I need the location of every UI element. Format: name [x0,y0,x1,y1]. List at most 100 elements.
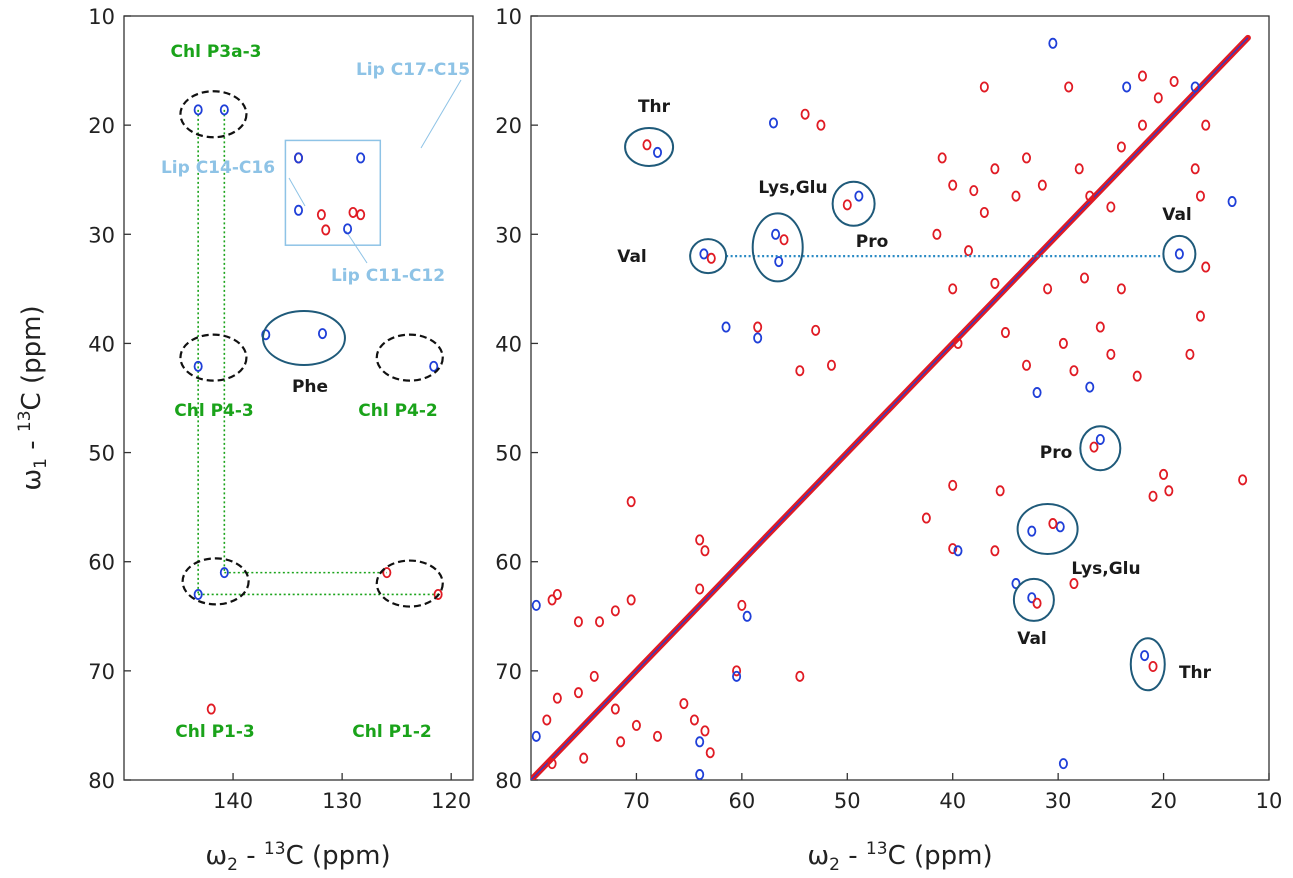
chl-label: Chl P1-2 [352,722,432,742]
right-peak [1137,70,1147,82]
right-peak [990,545,1000,557]
dashed-peak-circle [375,559,444,608]
left-y-tick-label: 40 [88,332,115,356]
right-peak [1190,81,1200,93]
right-peak [1095,321,1105,333]
right-peak [542,714,552,726]
right-peak [795,365,805,377]
right-peak [995,485,1005,497]
right-peak [579,752,589,764]
right-peak [937,152,947,164]
left-peak [219,567,229,579]
right-peak [979,206,989,218]
residue-label: Thr [638,97,671,117]
lip-c11-pointer [345,230,368,264]
left-y-tick-label: 70 [88,660,115,684]
right-peak [948,543,958,555]
right-peak [631,719,641,731]
right-peak [953,337,963,349]
right-peak [653,730,663,742]
right-peak [573,687,583,699]
left-plot-area [179,79,462,715]
left-y-tick-label: 80 [88,769,115,793]
right-peak [1043,283,1053,295]
right-peak [969,185,979,197]
right-x-tick-label: 10 [1256,789,1283,813]
left-peak [356,209,366,221]
right-peak [1058,758,1068,770]
right-peak [737,599,747,611]
right-y-tick-label: 40 [495,332,522,356]
annotation-circle [1079,425,1122,472]
left-peak [429,360,439,372]
left-peak [343,223,353,235]
left-peak [206,703,216,715]
lip-c11-c12-label: Lip C11-C12 [331,266,445,286]
right-y-tick-label: 70 [495,660,522,684]
right-peak [1148,660,1158,672]
right-peak [616,736,626,748]
left-peak [261,329,271,341]
right-peak [595,616,605,628]
dashed-peak-circle [375,333,444,382]
right-peak [695,534,705,546]
right-peak [1106,201,1116,213]
right-y-tick-label: 20 [495,114,522,138]
right-peak [1201,119,1211,131]
right-peak [1122,81,1132,93]
chl-label: Chl P1-3 [175,722,255,742]
annotation-circle [1129,637,1166,692]
right-peak [573,616,583,628]
right-peak [1085,190,1095,202]
right-peak [1027,592,1037,604]
lip-c14-c16-label: Lip C14-C16 [161,158,275,178]
right-peak [1048,37,1058,49]
right-peak [653,146,663,158]
left-x-tick-label: 130 [322,789,362,813]
right-peak [742,610,752,622]
right-peak [610,703,620,715]
annotation-circle [751,212,804,283]
right-peak [990,163,1000,175]
right-peak [699,248,709,260]
phe-label: Phe [292,377,328,397]
right-plot-area [531,34,1251,780]
right-x-axis-title: ω2 - 13C (ppm) [807,839,992,875]
right-peak [1011,578,1021,590]
left-y-tick-label: 30 [88,223,115,247]
left-peak [316,209,326,221]
right-peak [768,117,778,129]
annotation-circle [624,126,675,167]
right-peak [695,769,705,780]
right-peak [753,332,763,344]
right-panel: 70 60 50 40 30 20 10 10 20 30 40 50 60 70 80 Thr Lys,Glu… [495,5,1282,813]
annotation-circle [1016,502,1079,555]
right-peak [921,512,931,524]
right-peak [854,190,864,202]
left-y-axis-title: ω1 - 13C (ppm) [15,305,51,490]
right-peak [1022,359,1032,371]
right-peak [1185,348,1195,360]
right-peak [1140,650,1150,662]
right-peak [979,81,989,93]
left-peak [193,360,203,372]
right-peak [932,228,942,240]
right-peak [842,199,852,211]
right-peak [795,670,805,682]
right-peak [1085,381,1095,393]
right-peak [826,359,836,371]
right-x-tick-label: 70 [623,789,650,813]
annotation-circle [831,180,876,227]
right-peak [1137,119,1147,131]
residue-label: Val [1017,629,1047,649]
right-peak [811,324,821,336]
dashed-peak-circle [179,90,248,139]
right-peak [552,588,562,600]
right-peak [732,665,742,677]
right-peak [948,283,958,295]
right-peak [779,234,789,246]
right-peak [1032,387,1042,399]
right-peak [1148,490,1158,502]
phe-circle [261,309,346,366]
